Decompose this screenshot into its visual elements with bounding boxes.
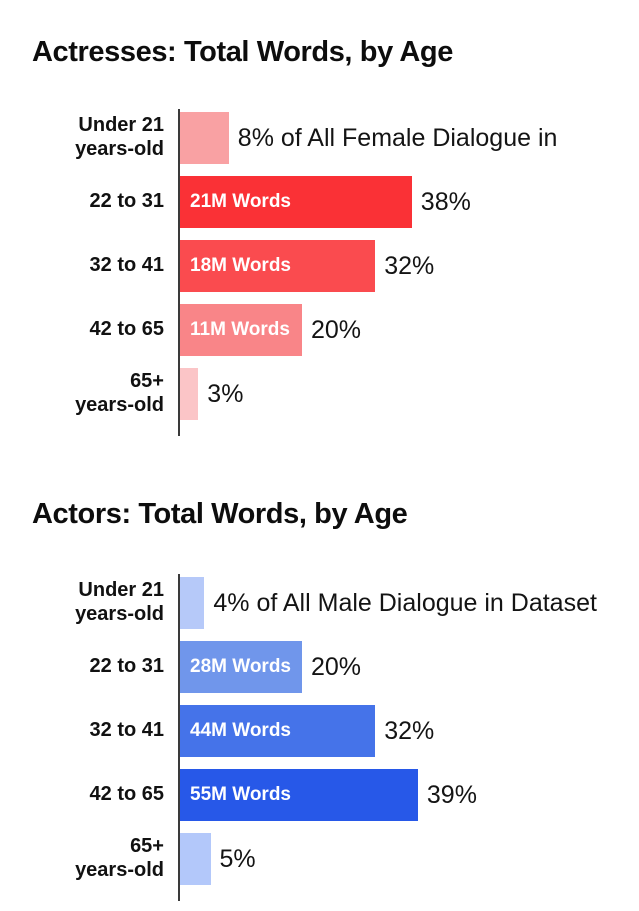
category-label: 42 to 65	[89, 783, 164, 806]
percent-label: 3%	[207, 379, 244, 408]
actors-chart-plot: Under 21 years-old 4% of All Male Dialogu…	[18, 574, 633, 901]
actresses-chart-title: Actresses: Total Words, by Age	[32, 36, 453, 68]
category-label: 32 to 41	[89, 254, 164, 277]
actresses-bars-container: Under 21 years-old 8% of All Female Dialo…	[18, 112, 633, 420]
annotation-label: 8% of All Female Dialogue in	[237, 123, 558, 152]
category-label: Under 21 years-old	[75, 579, 164, 625]
category-label: 65+ years-old	[75, 370, 164, 416]
bar-row: 22 to 31 21M Words 38%	[18, 176, 633, 228]
bar: 21M Words	[180, 176, 412, 228]
bar	[180, 112, 229, 164]
y-axis-line	[178, 109, 180, 436]
bar-value-label: 11M Words	[190, 319, 290, 340]
category-label: 65+ years-old	[75, 835, 164, 881]
bar-row: 65+ years-old 3%	[18, 368, 633, 420]
bar-row: 65+ years-old 5%	[18, 833, 633, 885]
bar: 11M Words	[180, 304, 302, 356]
bar: 44M Words	[180, 705, 376, 757]
category-label: 32 to 41	[89, 719, 164, 742]
actresses-chart-plot: Under 21 years-old 8% of All Female Dialo…	[18, 109, 633, 436]
bar-value-label: 21M Words	[190, 191, 292, 212]
bar: 55M Words	[180, 769, 418, 821]
bar-value-label: 28M Words	[190, 656, 292, 677]
bar: 18M Words	[180, 240, 376, 292]
percent-label: 20%	[311, 315, 362, 344]
percent-label: 39%	[426, 780, 477, 809]
y-axis-line	[178, 574, 180, 901]
bar-row: 32 to 41 18M Words 32%	[18, 240, 633, 292]
actors-chart-title: Actors: Total Words, by Age	[32, 498, 408, 530]
percent-label: 32%	[384, 251, 435, 280]
bar	[180, 577, 205, 629]
bar-row: 22 to 31 28M Words 20%	[18, 641, 633, 693]
bar-value-label: 55M Words	[190, 784, 292, 805]
percent-label: 20%	[311, 652, 362, 681]
category-label: 22 to 31	[89, 190, 164, 213]
percent-label: 38%	[420, 187, 471, 216]
bar-row: Under 21 years-old 8% of All Female Dialo…	[18, 112, 633, 164]
actors-bars-container: Under 21 years-old 4% of All Male Dialogu…	[18, 577, 633, 885]
bar	[180, 833, 211, 885]
bar-value-label: 44M Words	[190, 720, 292, 741]
bar-row: 42 to 65 55M Words 39%	[18, 769, 633, 821]
category-label: Under 21 years-old	[75, 114, 164, 160]
bar-row: 42 to 65 11M Words 20%	[18, 304, 633, 356]
bar-value-label: 18M Words	[190, 255, 292, 276]
percent-label: 32%	[384, 716, 435, 745]
bar	[180, 368, 199, 420]
category-label: 42 to 65	[89, 318, 164, 341]
percent-label: 5%	[219, 844, 256, 873]
bar-row: Under 21 years-old 4% of All Male Dialogu…	[18, 577, 633, 629]
bar-row: 32 to 41 44M Words 32%	[18, 705, 633, 757]
annotation-label: 4% of All Male Dialogue in Dataset	[213, 588, 597, 617]
category-label: 22 to 31	[89, 655, 164, 678]
bar: 28M Words	[180, 641, 302, 693]
